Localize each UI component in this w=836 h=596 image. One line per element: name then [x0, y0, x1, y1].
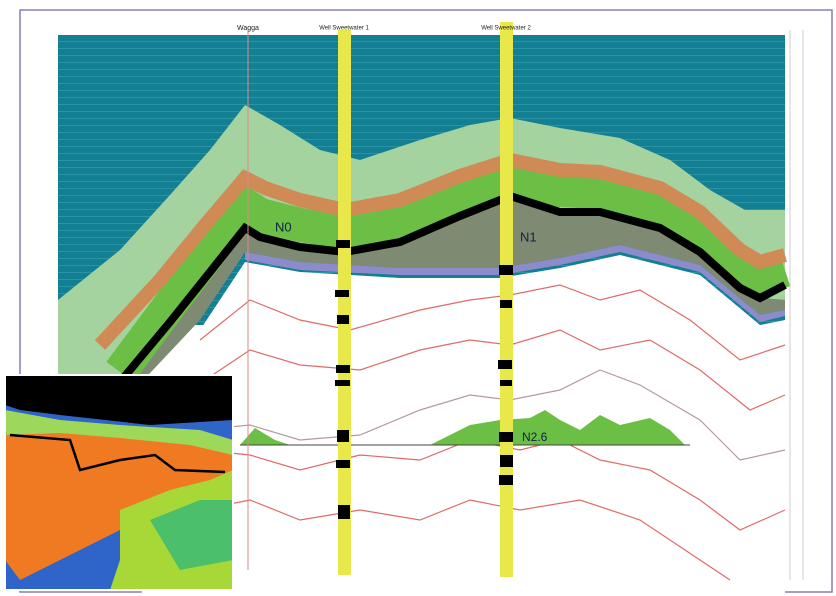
location-label: Wagga	[237, 25, 259, 32]
lower-section	[140, 255, 785, 596]
horizon-label: N2.6	[522, 430, 548, 444]
page: {"top_labels": ["Wagga", "Well Sweetwate…	[0, 0, 836, 596]
cross-section: Wagga Well Sweetwater 1 Well Sweetwater …	[0, 0, 836, 596]
inset-map	[5, 375, 233, 590]
well-label: Well Sweetwater 2	[481, 26, 531, 32]
well-label: Well Sweetwater 1	[319, 26, 369, 32]
horizon-label: N1	[520, 229, 537, 244]
horizon-label: N0	[275, 219, 292, 234]
